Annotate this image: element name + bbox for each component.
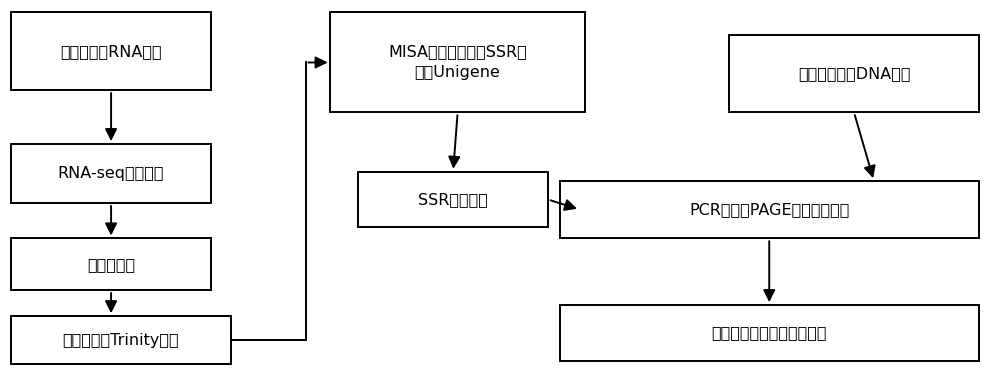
FancyBboxPatch shape: [11, 144, 211, 203]
FancyBboxPatch shape: [11, 13, 211, 90]
FancyBboxPatch shape: [358, 172, 548, 227]
Text: 数据过滤、Trinity组装: 数据过滤、Trinity组装: [63, 333, 179, 348]
Text: SSR引物设计: SSR引物设计: [418, 192, 488, 207]
Text: MISA软件挖掘含有SSR位
点的Unigene: MISA软件挖掘含有SSR位 点的Unigene: [388, 44, 527, 81]
Text: 近缘种基因组DNA提取: 近缘种基因组DNA提取: [798, 66, 910, 81]
Text: 引物跨物种扩增通用性统计: 引物跨物种扩增通用性统计: [712, 325, 827, 340]
FancyBboxPatch shape: [11, 316, 231, 364]
FancyBboxPatch shape: [729, 35, 979, 112]
FancyBboxPatch shape: [11, 238, 211, 290]
FancyBboxPatch shape: [330, 13, 585, 112]
Text: 高通量测序: 高通量测序: [87, 257, 135, 272]
Text: 锦绣杜鹃花RNA提取: 锦绣杜鹃花RNA提取: [60, 44, 162, 59]
Text: PCR扩增、PAGE凝胶电泳校测: PCR扩增、PAGE凝胶电泳校测: [689, 202, 849, 217]
Text: RNA-seq文库构建: RNA-seq文库构建: [58, 166, 164, 181]
FancyBboxPatch shape: [560, 305, 979, 360]
FancyBboxPatch shape: [560, 181, 979, 238]
